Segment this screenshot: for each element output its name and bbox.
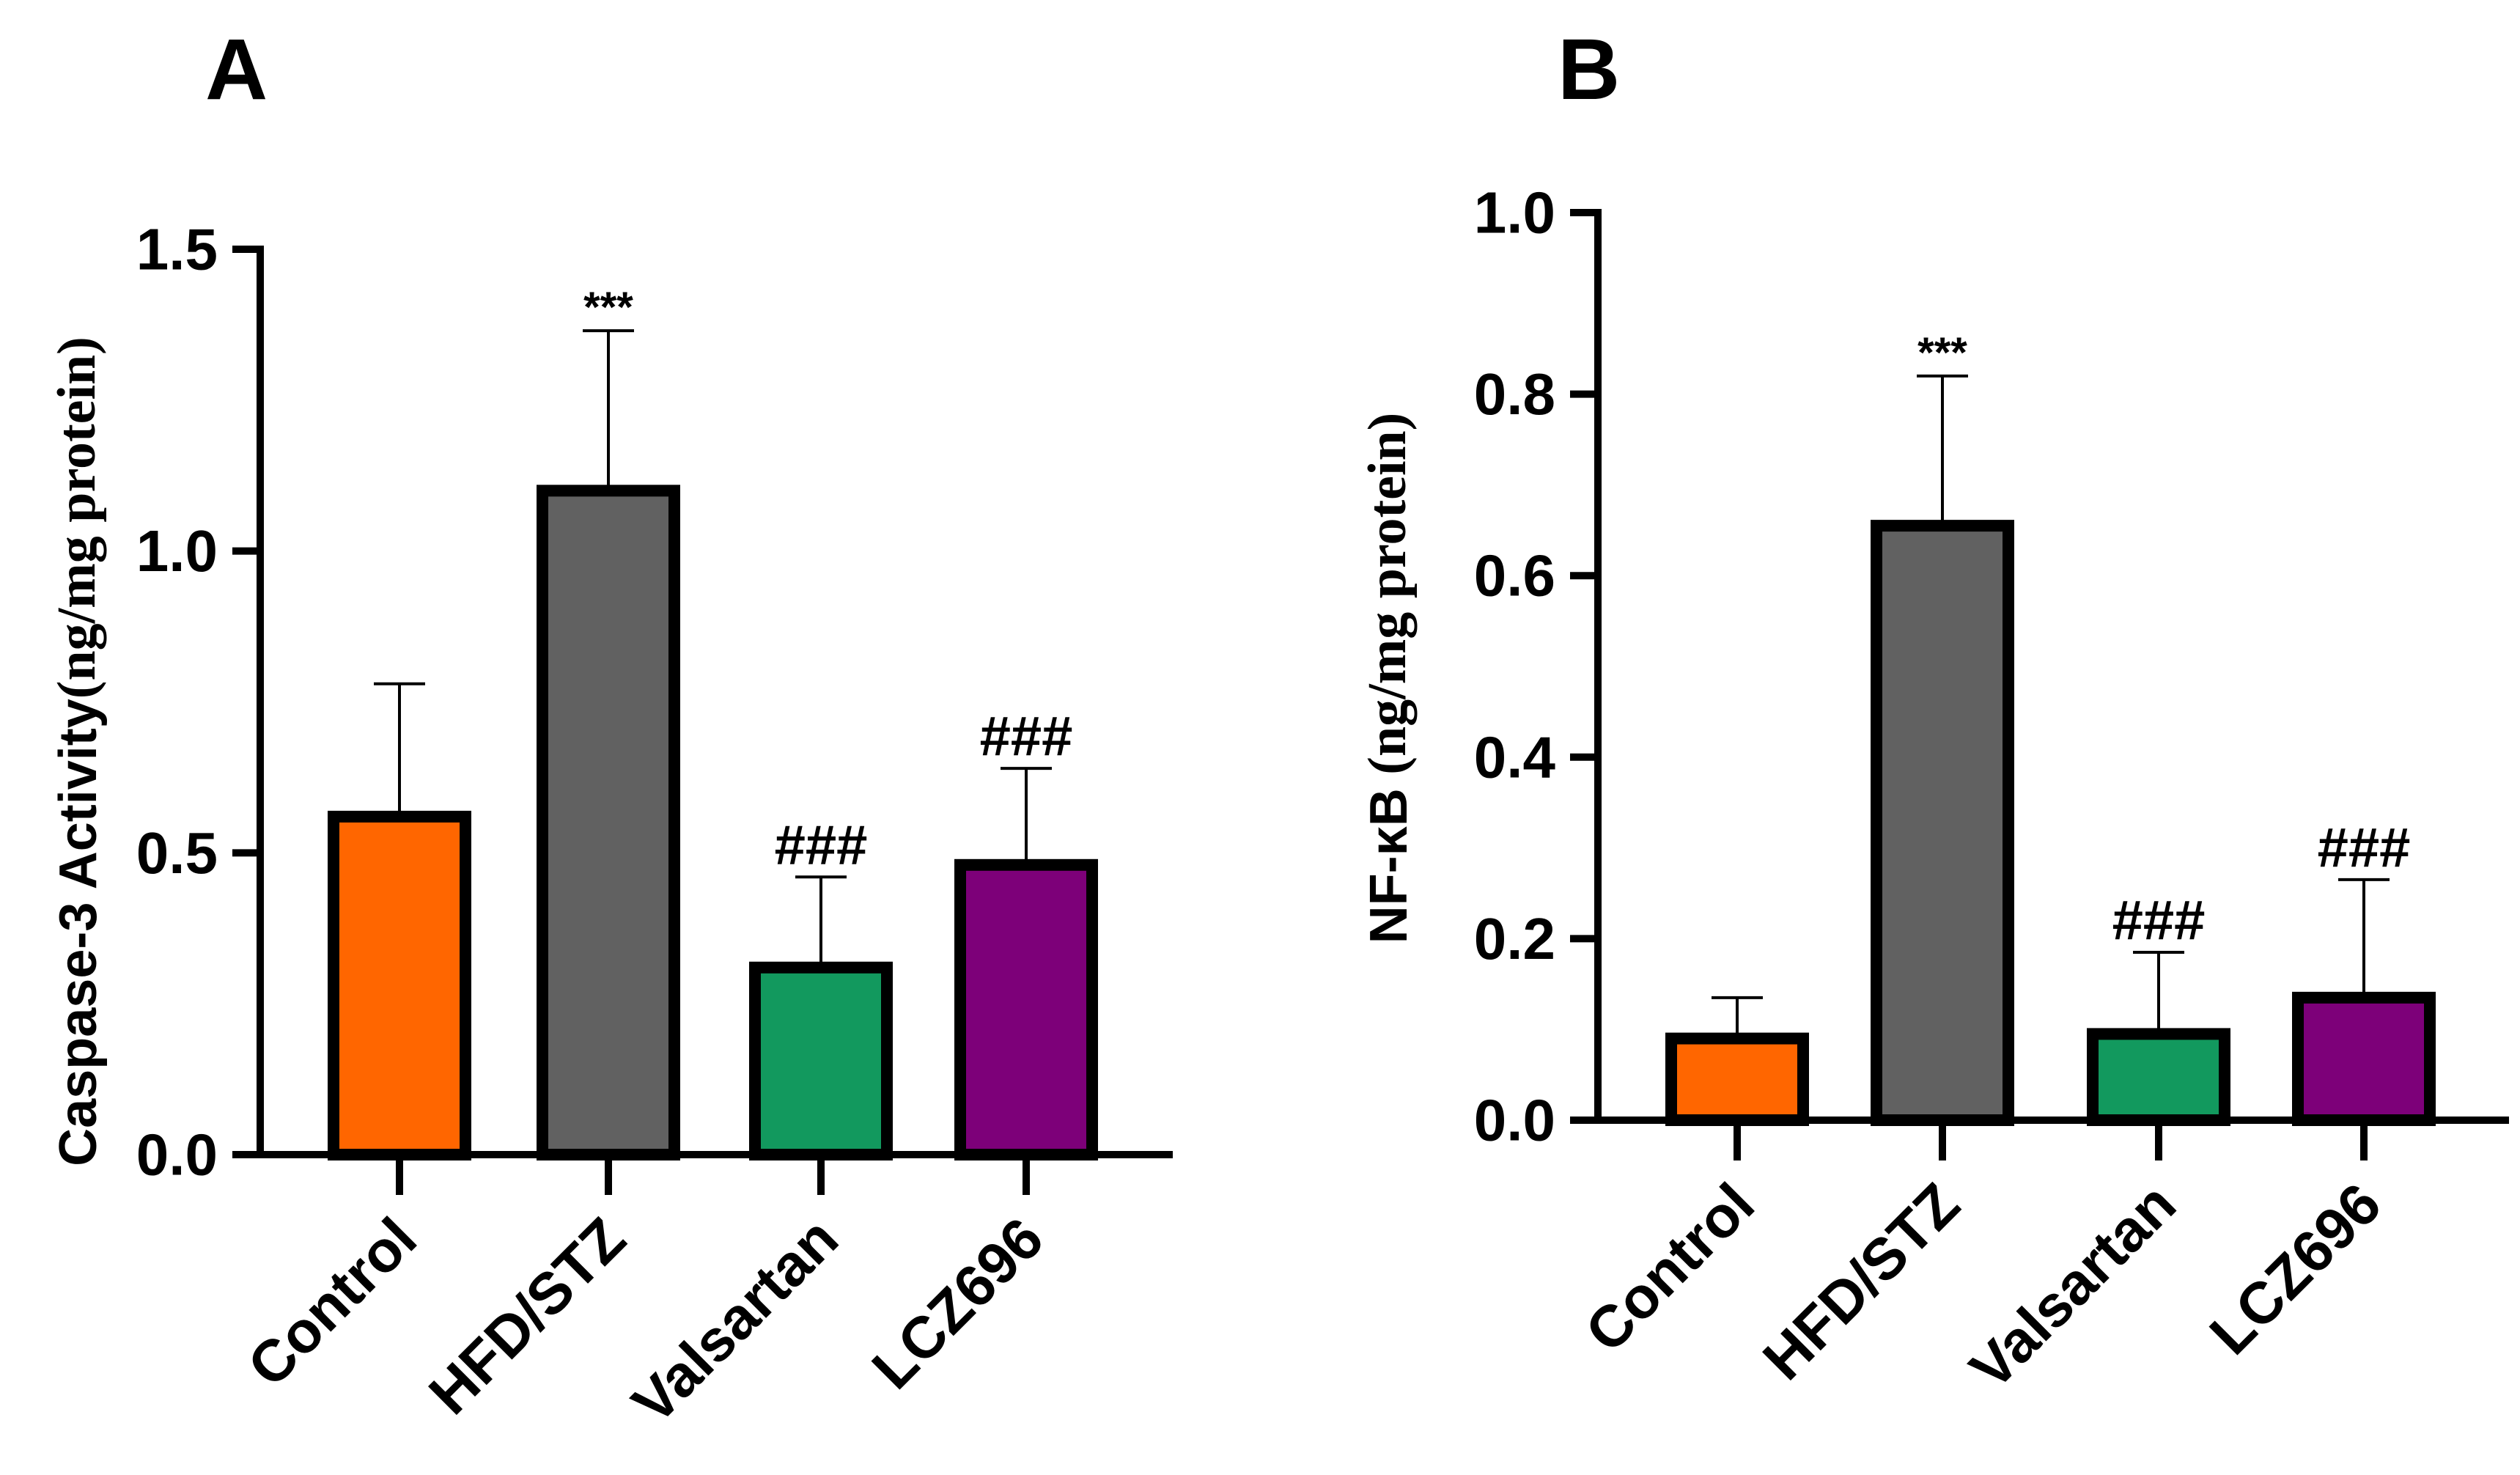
- panel-a-letter: A: [205, 21, 268, 118]
- panel-b-category-label: Control: [1573, 1171, 1766, 1364]
- panel-a-y-tick-label: 0.0: [136, 1122, 218, 1188]
- panel-b-bar-valsartan: [2087, 1028, 2230, 1127]
- panel-a-category-label: Control: [235, 1205, 429, 1399]
- panel-a-y-tick-label: 1.0: [136, 518, 218, 584]
- panel-a-ylabel-unit: (ng/mg protein): [47, 336, 107, 699]
- panel-a: A Caspase-3 Activity(ng/mg protein) 0.0 0…: [47, 21, 1173, 1436]
- panel-b-ylabel-unit: (ng/mg protein): [1357, 413, 1418, 789]
- panel-a-significance-mark: ###: [980, 705, 1073, 768]
- panel-a-bar-lcz696: [954, 858, 1098, 1161]
- panel-b-y-tick-label: 0.0: [1474, 1088, 1555, 1153]
- panel-a-bar-hfd-stz: [537, 485, 680, 1160]
- panel-b-category-label: HFD/STZ: [1750, 1171, 1972, 1392]
- panel-b-letter: B: [1558, 21, 1620, 118]
- panel-a-y-tick-label: 0.5: [136, 820, 218, 886]
- panel-b-ylabel-prefix: NF-κB: [1360, 788, 1418, 944]
- panel-a-category-label: LCZ696: [860, 1205, 1055, 1401]
- panel-b-y-tick-label: 0.4: [1474, 724, 1556, 790]
- panel-b-y-tick-label: 0.6: [1474, 543, 1555, 608]
- panel-b-bar-hfd-stz: [1871, 520, 2014, 1126]
- panel-a-bar-valsartan: [749, 961, 893, 1161]
- panel-a-significance-mark: ***: [583, 284, 633, 331]
- panel-b-ylabel: NF-κB (ng/mg protein): [1357, 413, 1418, 944]
- panel-a-significance-mark: ###: [775, 814, 868, 876]
- panel-b-y-tick-label: 1.0: [1474, 180, 1555, 246]
- panel-b-bar-control: [1665, 1032, 1809, 1126]
- panel-a-bar-control: [328, 810, 471, 1161]
- panel-b-bar-lcz696: [2292, 991, 2436, 1126]
- panel-a-ylabel-prefix: Caspase-3 Activity: [49, 699, 108, 1166]
- panel-b-y-tick-label: 0.8: [1474, 361, 1555, 427]
- panel-b-significance-mark: ###: [2112, 889, 2206, 952]
- panel-a-y-tick-label: 1.5: [136, 217, 218, 282]
- panel-a-ylabel: Caspase-3 Activity(ng/mg protein): [47, 336, 108, 1166]
- panel-b-category-label: Valsartan: [1958, 1171, 2189, 1402]
- panel-b: B NF-κB (ng/mg protein) 0.0 0.2 0.4 0.6 0.8 1…: [1357, 21, 2509, 1402]
- panel-b-significance-mark: ###: [2318, 817, 2411, 879]
- panel-b-significance-mark: ***: [1917, 329, 1967, 377]
- panel-b-category-label: LCZ696: [2197, 1171, 2393, 1367]
- panel-a-category-label: Valsartan: [620, 1205, 851, 1436]
- panel-a-category-label: HFD/STZ: [416, 1205, 638, 1427]
- panel-b-y-tick-label: 0.2: [1474, 906, 1555, 971]
